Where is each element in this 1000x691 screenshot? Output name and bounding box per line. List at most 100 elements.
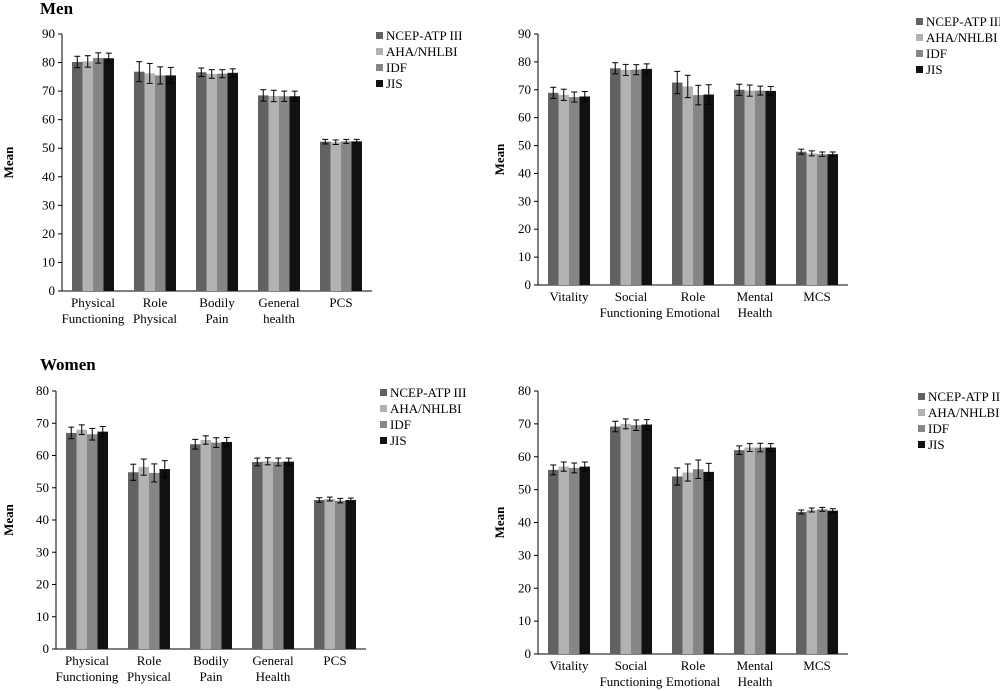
bar xyxy=(351,141,362,291)
bar xyxy=(569,467,580,654)
bar xyxy=(103,58,114,292)
y-tick-label: 40 xyxy=(518,515,531,530)
y-tick-label: 80 xyxy=(36,383,49,398)
bar xyxy=(558,94,569,285)
bar xyxy=(548,469,559,654)
bar xyxy=(558,466,569,654)
bar xyxy=(144,73,155,291)
x-category-label: General xyxy=(258,295,300,310)
x-category-label: Functioning xyxy=(600,305,663,320)
legend-swatch xyxy=(380,389,387,396)
legend-label: AHA/NHLBI xyxy=(926,30,998,45)
x-category-label: Mental xyxy=(737,289,774,304)
legend-label: NCEP-ATP III xyxy=(928,389,1000,404)
legend-swatch xyxy=(916,66,923,73)
bar xyxy=(744,447,755,654)
legend-label: IDF xyxy=(926,46,947,61)
x-category-label: PCS xyxy=(323,653,346,668)
bar xyxy=(82,61,93,292)
y-tick-label: 30 xyxy=(36,544,49,559)
y-tick-label: 60 xyxy=(518,449,531,464)
bar xyxy=(579,96,590,286)
x-category-label: Mental xyxy=(737,658,774,673)
legend-label: IDF xyxy=(928,421,949,436)
legend-label: NCEP-ATP III xyxy=(390,385,466,400)
bar xyxy=(703,471,714,654)
y-tick-label: 50 xyxy=(518,482,531,497)
bar xyxy=(66,432,77,649)
y-tick-label: 40 xyxy=(36,512,49,527)
x-category-label: General xyxy=(252,653,294,668)
y-tick-label: 0 xyxy=(525,277,532,292)
x-category-label: Social xyxy=(615,658,648,673)
x-category-label: Physical xyxy=(65,653,109,668)
bar xyxy=(268,95,279,292)
x-category-label: Health xyxy=(738,674,773,689)
legend-label: IDF xyxy=(386,60,407,75)
y-tick-label: 50 xyxy=(518,138,531,153)
bar xyxy=(806,153,817,285)
y-tick-label: 20 xyxy=(518,580,531,595)
y-tick-label: 0 xyxy=(525,646,532,661)
y-tick-label: 10 xyxy=(518,249,531,264)
bar xyxy=(672,82,683,285)
bar xyxy=(211,442,222,649)
section-title-men: Men xyxy=(40,0,74,18)
legend-swatch xyxy=(918,441,925,448)
bar xyxy=(87,434,98,649)
bar xyxy=(252,461,263,649)
y-tick-label: 20 xyxy=(518,221,531,236)
legend-label: JIS xyxy=(926,62,943,77)
bar xyxy=(217,73,228,291)
y-axis-title: Mean xyxy=(492,143,507,176)
bar xyxy=(155,75,166,292)
legend-swatch xyxy=(916,34,923,41)
bar xyxy=(796,511,807,654)
y-tick-label: 60 xyxy=(42,112,55,127)
bar xyxy=(610,68,621,285)
bar xyxy=(610,426,621,654)
legend-swatch xyxy=(376,32,383,39)
y-axis-title: Mean xyxy=(1,146,16,179)
y-tick-label: 50 xyxy=(36,480,49,495)
y-tick-label: 70 xyxy=(518,416,531,431)
x-category-label: Physical xyxy=(71,295,115,310)
y-axis-title: Mean xyxy=(1,503,16,536)
x-category-label: PCS xyxy=(329,295,352,310)
legend-swatch xyxy=(376,64,383,71)
bar xyxy=(734,89,745,286)
y-tick-label: 70 xyxy=(518,82,531,97)
y-tick-label: 10 xyxy=(518,613,531,628)
legend-swatch xyxy=(380,421,387,428)
bar xyxy=(765,90,776,285)
bar xyxy=(76,429,87,649)
bar xyxy=(314,500,325,649)
y-tick-label: 90 xyxy=(42,26,55,41)
bar xyxy=(579,466,590,654)
y-tick-label: 60 xyxy=(518,110,531,125)
x-category-label: Role xyxy=(143,295,168,310)
y-tick-label: 0 xyxy=(43,641,50,656)
x-category-label: Functioning xyxy=(600,674,663,689)
bar xyxy=(693,469,704,654)
chart-2: 01020304050607080MeanPhysicalFunctioning… xyxy=(1,383,466,684)
bar xyxy=(682,86,693,285)
charts-root: 0 10 20 30 40 50 60 70 80 90 Mean Physical Functioni… xyxy=(1,14,1000,689)
x-category-label: Pain xyxy=(199,669,223,684)
bar xyxy=(744,90,755,285)
bar xyxy=(341,141,352,291)
y-tick-label: 20 xyxy=(42,226,55,241)
legend-swatch xyxy=(380,437,387,444)
y-tick-label: 70 xyxy=(42,83,55,98)
bar xyxy=(817,154,828,285)
x-category-label: Bodily xyxy=(199,295,235,310)
x-category-label: health xyxy=(263,311,295,326)
bar xyxy=(289,96,300,291)
bar xyxy=(631,425,642,654)
y-tick-label: 50 xyxy=(42,140,55,155)
bar xyxy=(134,71,145,292)
bar xyxy=(569,97,580,285)
bar xyxy=(206,73,217,291)
legend-label: AHA/NHLBI xyxy=(928,405,1000,420)
